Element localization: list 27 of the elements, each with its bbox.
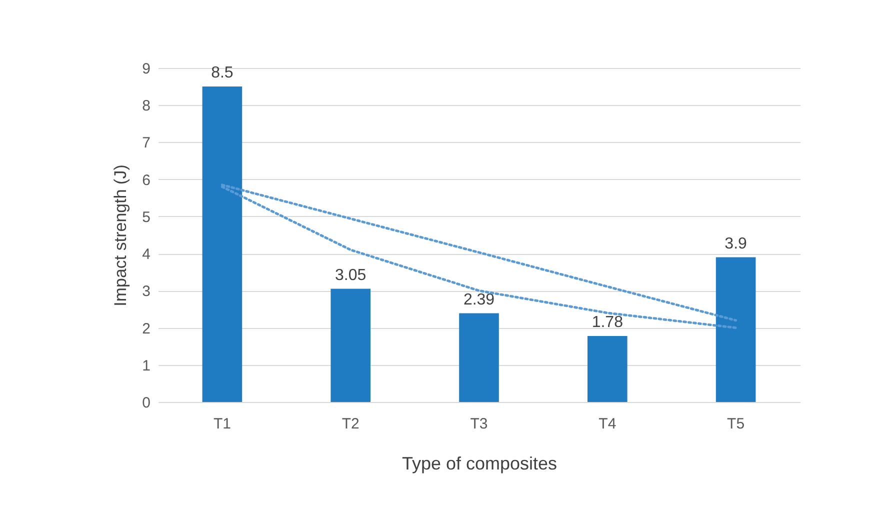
- y-axis-title: Impact strength (J): [111, 164, 130, 306]
- data-label: 3.9: [724, 235, 748, 252]
- y-tick-label: 3: [142, 283, 150, 300]
- y-tick-label: 5: [142, 208, 150, 226]
- data-label: 3.05: [335, 266, 366, 284]
- y-tick-label: 4: [142, 246, 150, 264]
- x-tick-label: T2: [342, 416, 360, 432]
- bar: [716, 257, 756, 402]
- x-tick-label: T4: [598, 416, 616, 432]
- y-tick-label: 7: [142, 134, 150, 152]
- y-tick-label: 9: [142, 60, 150, 78]
- data-label: 8.5: [211, 64, 234, 82]
- y-tick-label: 6: [142, 172, 150, 189]
- x-tick-label: T1: [213, 416, 231, 432]
- data-label: 2.39: [463, 291, 495, 308]
- bar: [459, 313, 499, 402]
- bar: [588, 336, 628, 402]
- x-axis-title: Type of composites: [402, 454, 558, 474]
- y-tick-label: 8: [142, 98, 150, 115]
- y-tick-label: 1: [142, 357, 150, 374]
- x-tick-label: T3: [470, 416, 488, 432]
- y-tick-label: 2: [142, 320, 150, 338]
- x-tick-label: T5: [727, 416, 745, 432]
- bar: [202, 86, 242, 402]
- y-tick-label: 0: [142, 394, 150, 412]
- data-label: 1.78: [592, 314, 624, 331]
- bar: [330, 288, 370, 402]
